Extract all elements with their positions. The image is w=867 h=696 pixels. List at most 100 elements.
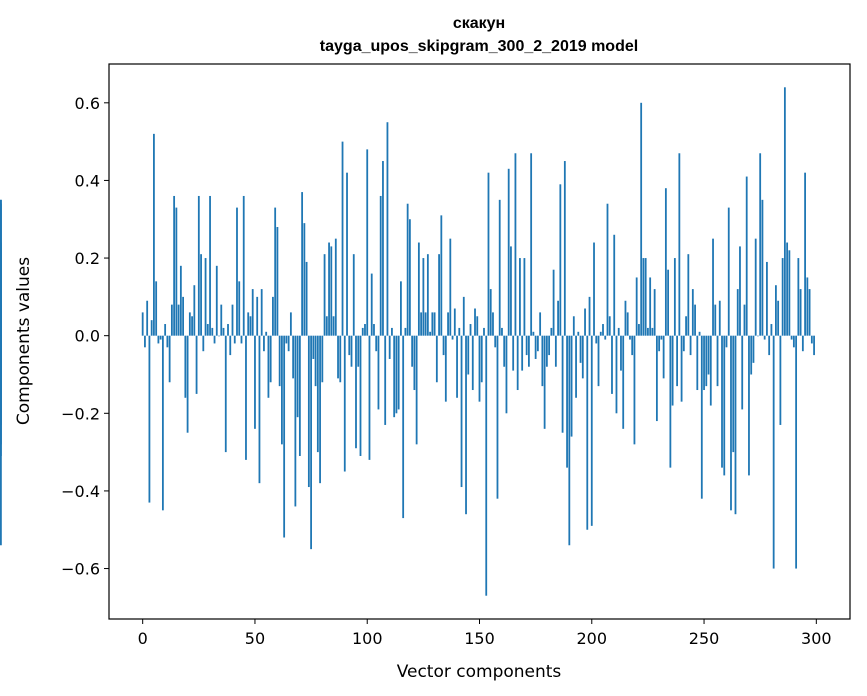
bar <box>813 335 815 356</box>
bar <box>408 219 411 336</box>
x-tick-label: 50 <box>245 629 265 648</box>
bar <box>319 335 321 484</box>
bar <box>206 324 209 336</box>
bar <box>689 335 692 356</box>
bar <box>795 335 798 569</box>
bar <box>193 285 196 336</box>
bar <box>350 335 353 367</box>
x-tick-label: 150 <box>464 629 495 648</box>
bar <box>584 308 586 336</box>
bar <box>586 335 589 530</box>
bar <box>453 308 456 336</box>
bar <box>159 335 162 340</box>
bar <box>215 265 218 336</box>
bar <box>0 335 2 367</box>
bar <box>442 335 445 356</box>
bar <box>272 296 274 336</box>
bar <box>635 277 638 336</box>
bar <box>507 168 510 336</box>
bar <box>554 335 557 367</box>
bar <box>725 335 728 348</box>
bar <box>278 335 281 387</box>
bar <box>534 335 537 359</box>
bar <box>622 335 625 429</box>
bar <box>779 335 782 425</box>
bar <box>186 335 189 433</box>
bar <box>224 335 227 453</box>
bar <box>420 312 423 336</box>
bar <box>806 277 809 336</box>
bar <box>218 335 220 337</box>
bar <box>447 312 449 336</box>
bar <box>777 300 780 336</box>
y-tick-label: 0.6 <box>75 94 100 113</box>
bar <box>263 335 265 352</box>
bar <box>379 195 382 336</box>
bar <box>166 335 169 348</box>
bar <box>148 335 151 503</box>
bar <box>184 335 187 398</box>
bar <box>404 327 407 336</box>
bar <box>435 335 438 383</box>
bar <box>750 335 753 375</box>
bar <box>265 331 268 336</box>
bar <box>797 258 800 336</box>
bar <box>714 304 717 336</box>
bar <box>543 335 546 429</box>
bar <box>200 254 202 336</box>
x-axis: 0 50 100 150 200 250 300 <box>138 619 832 648</box>
bar <box>467 335 470 375</box>
bar <box>0 203 2 336</box>
bar <box>312 335 315 359</box>
bar <box>629 335 631 340</box>
bar <box>332 316 335 336</box>
bar <box>705 335 708 387</box>
bar <box>743 304 746 336</box>
bar <box>386 122 389 336</box>
bar <box>727 207 730 336</box>
bar <box>510 246 512 336</box>
bar <box>431 312 434 336</box>
bar <box>301 192 304 336</box>
bar <box>352 254 355 336</box>
bar <box>581 335 584 379</box>
y-axis: −0.6 −0.4 −0.2 0.0 0.2 0.4 0.6 <box>61 94 109 579</box>
bar <box>330 246 333 336</box>
bar <box>173 195 176 336</box>
bar <box>561 335 564 433</box>
bar <box>770 324 773 336</box>
bar <box>188 312 191 336</box>
bar <box>323 254 326 336</box>
bar <box>718 300 721 336</box>
bar <box>563 161 566 336</box>
bar <box>422 258 425 336</box>
bar <box>177 304 180 336</box>
y-tick-label: −0.4 <box>61 482 100 501</box>
bar <box>168 335 171 383</box>
bar <box>498 199 501 336</box>
bar <box>572 316 575 336</box>
bar <box>528 335 530 367</box>
bar <box>417 242 420 336</box>
bar <box>307 335 310 488</box>
y-tick-label: 0.0 <box>75 327 100 346</box>
bar <box>685 316 687 336</box>
bar <box>402 335 405 519</box>
bar <box>274 207 277 336</box>
bar <box>638 324 640 336</box>
bar <box>287 335 290 352</box>
bar <box>440 215 443 336</box>
bar <box>541 335 544 387</box>
bar <box>406 203 409 336</box>
bar <box>355 335 357 449</box>
bar <box>597 335 600 387</box>
bar <box>155 281 158 336</box>
bar <box>579 335 582 363</box>
bar <box>530 153 533 336</box>
bar <box>608 316 611 336</box>
bar <box>370 273 373 336</box>
bar <box>615 335 618 414</box>
bar <box>359 335 362 456</box>
bar <box>680 335 683 402</box>
